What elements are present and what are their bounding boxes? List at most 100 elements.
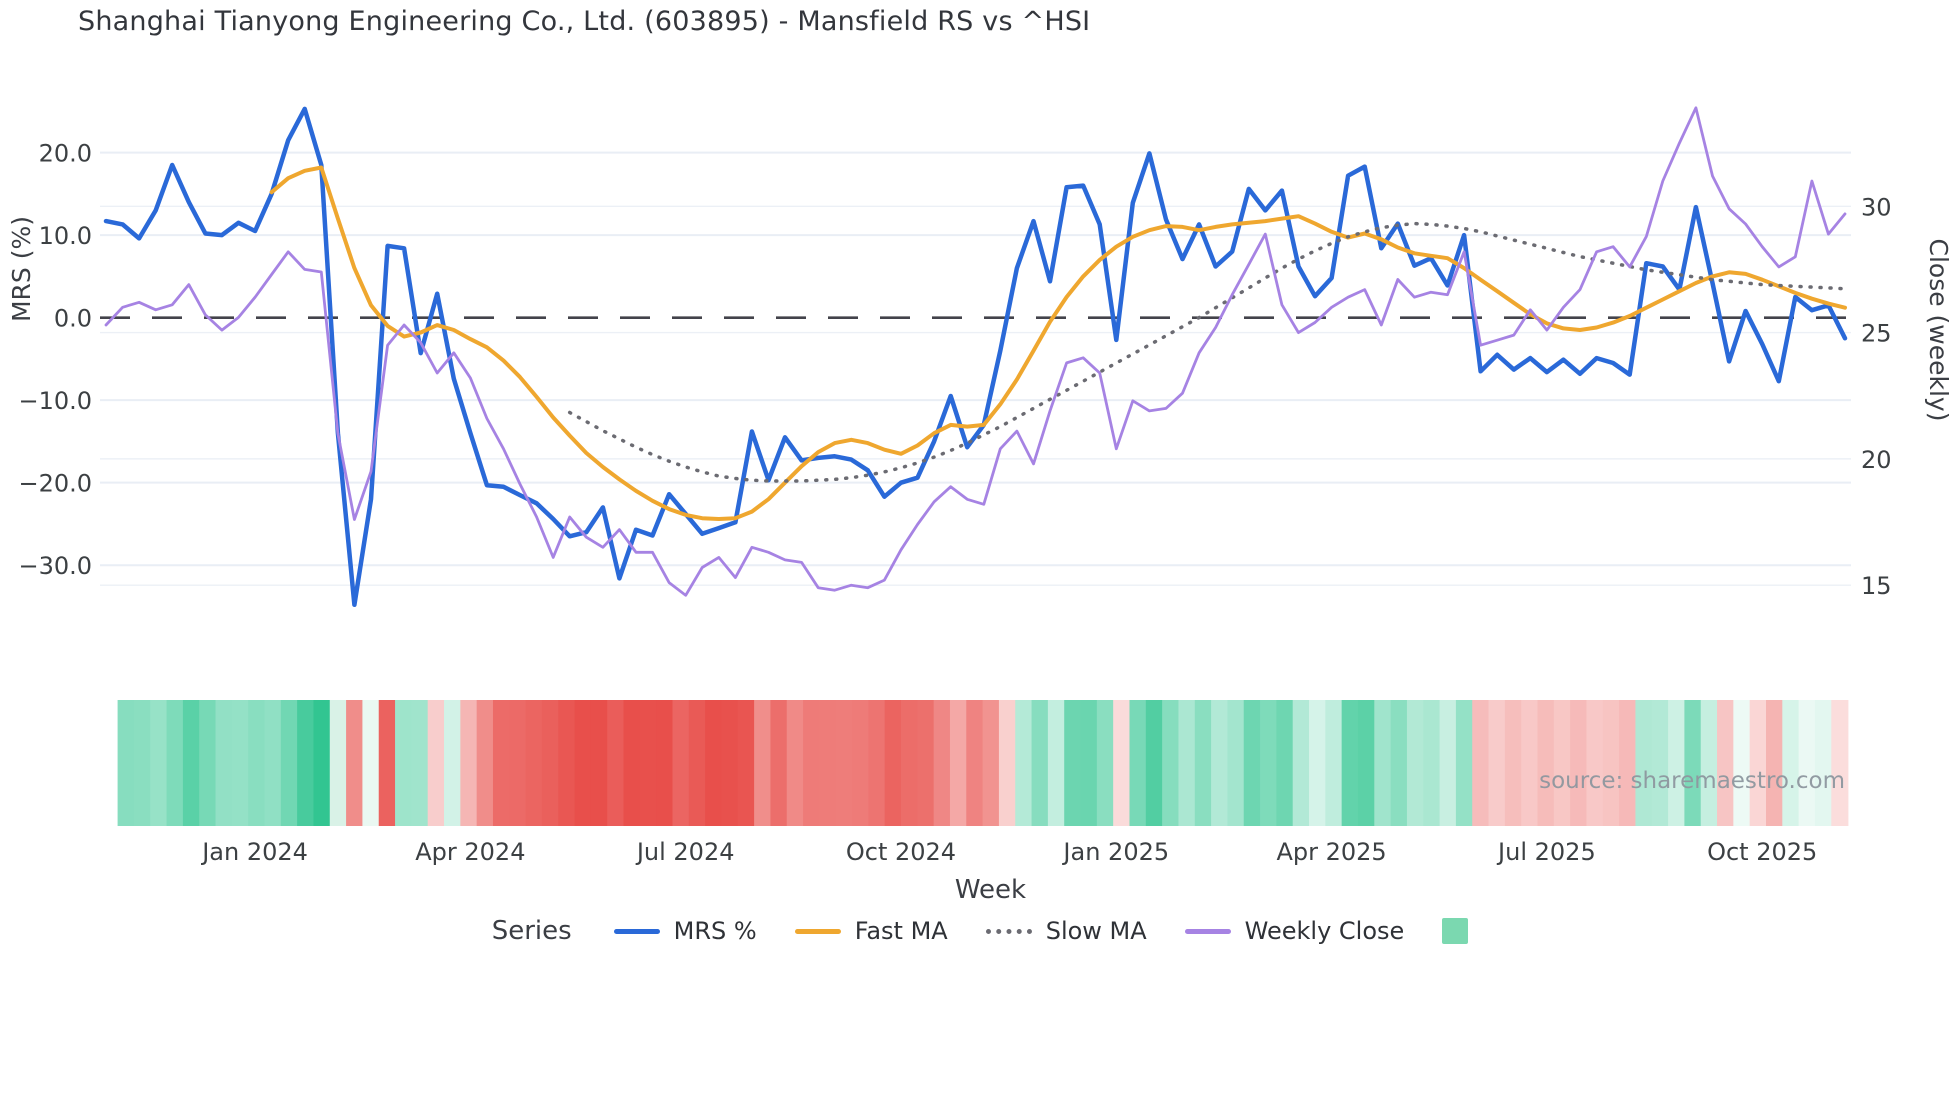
heatmap-cell bbox=[509, 700, 527, 826]
heatmap-cell bbox=[1194, 700, 1212, 826]
heatmap-cell bbox=[1096, 700, 1114, 826]
heatmap-cell bbox=[264, 700, 282, 826]
legend-item-label: MRS % bbox=[673, 917, 757, 945]
heatmap-cell bbox=[1619, 700, 1637, 826]
heatmap-cell bbox=[1521, 700, 1539, 826]
heatmap-cell bbox=[541, 700, 560, 826]
heatmap-cell bbox=[803, 700, 821, 826]
x-tick-label: Jul 2024 bbox=[635, 838, 735, 866]
x-tick-label: Oct 2024 bbox=[846, 838, 956, 866]
y-right-tick-label: 15 bbox=[1861, 572, 1892, 600]
heatmap-cell bbox=[1570, 700, 1588, 826]
heatmap-cell bbox=[1455, 700, 1474, 826]
heatmap-cell bbox=[1831, 700, 1849, 826]
heatmap-cell bbox=[492, 700, 511, 826]
heatmap-cell bbox=[1047, 700, 1066, 826]
legend-item-label: Fast MA bbox=[854, 917, 948, 945]
heatmap-cell bbox=[1341, 700, 1359, 826]
dotted-line-swatch-icon bbox=[985, 928, 1032, 934]
heatmap-cell bbox=[1537, 700, 1555, 826]
heatmap-cell bbox=[280, 700, 298, 826]
heatmap-cell bbox=[1064, 700, 1082, 826]
x-tick-label: Oct 2025 bbox=[1707, 838, 1817, 866]
heatmap-cell bbox=[1488, 700, 1506, 826]
heatmap-cell bbox=[1178, 700, 1196, 826]
heatmap-cell bbox=[297, 700, 315, 826]
heatmap-cell bbox=[574, 700, 592, 826]
heatmap-cell bbox=[917, 700, 935, 826]
heatmap-cell bbox=[852, 700, 870, 826]
heatmap-cell bbox=[1260, 700, 1278, 826]
heatmap-swatch-icon bbox=[1442, 918, 1469, 944]
heatmap-cell bbox=[378, 700, 396, 826]
y-left-tick-label: 20.0 bbox=[39, 140, 92, 168]
heatmap-cell bbox=[1717, 700, 1735, 826]
y-right-tick-label: 20 bbox=[1861, 446, 1892, 474]
heatmap-cell bbox=[117, 700, 135, 826]
heatmap-cell bbox=[1080, 700, 1098, 826]
heatmap-cell bbox=[411, 700, 429, 826]
heatmap-cell bbox=[362, 700, 380, 826]
heatmap-cell bbox=[688, 700, 706, 826]
heatmap-cell bbox=[1733, 700, 1751, 826]
heatmap-cell bbox=[427, 700, 445, 826]
legend-item-mrs-: MRS % bbox=[613, 917, 757, 945]
heatmap-cell bbox=[1586, 700, 1604, 826]
heatmap-cell bbox=[166, 700, 184, 826]
heatmap-cell bbox=[1374, 700, 1392, 826]
heatmap-cell bbox=[1309, 700, 1327, 826]
heatmap-cell bbox=[395, 700, 413, 826]
heatmap-cell bbox=[868, 700, 886, 826]
series-line-slow-ma bbox=[567, 221, 1847, 483]
heatmap-cell bbox=[346, 700, 364, 826]
heatmap-cell bbox=[982, 700, 1000, 826]
legend-item-label: Slow MA bbox=[1045, 917, 1147, 945]
heatmap-cell bbox=[1357, 700, 1376, 826]
heatmap-cell bbox=[590, 700, 609, 826]
heatmap-cell bbox=[966, 700, 984, 826]
heatmap-cell bbox=[1162, 700, 1180, 826]
heatmap-cell bbox=[1472, 700, 1490, 826]
heatmap-cell bbox=[248, 700, 266, 826]
line-swatch-icon bbox=[794, 928, 841, 934]
heatmap-cell bbox=[656, 700, 674, 826]
heatmap-cell bbox=[1243, 700, 1261, 826]
heatmap-cell bbox=[607, 700, 625, 826]
line-swatch-icon bbox=[1184, 928, 1231, 934]
line-swatch-icon bbox=[613, 928, 660, 934]
legend-item-weekly-close: Weekly Close bbox=[1184, 917, 1405, 945]
legend-item-slow-ma: Slow MA bbox=[985, 917, 1147, 945]
heatmap-cell bbox=[1015, 700, 1033, 826]
legend: Series MRS % Fast MA Slow MA Weekly Close bbox=[0, 916, 1960, 946]
heatmap-cell bbox=[1276, 700, 1294, 826]
heatmap-cell bbox=[786, 700, 804, 826]
heatmap-cell bbox=[1292, 700, 1310, 826]
heatmap-cell bbox=[1129, 700, 1147, 826]
heatmap-cell bbox=[1145, 700, 1163, 826]
heatmap-cell bbox=[1553, 700, 1571, 826]
heatmap-cell bbox=[1814, 700, 1833, 826]
heatmap-cell bbox=[199, 700, 217, 826]
heatmap-cell bbox=[150, 700, 168, 826]
heatmap-cell bbox=[1782, 700, 1800, 826]
legend-item-label: Weekly Close bbox=[1244, 917, 1405, 945]
legend-item-fast-ma: Fast MA bbox=[794, 917, 948, 945]
heatmap-cell bbox=[1668, 700, 1686, 826]
heatmap-cell bbox=[933, 700, 951, 826]
heatmap-cell bbox=[215, 700, 233, 826]
heatmap-cell bbox=[639, 700, 657, 826]
heatmap-cell bbox=[998, 700, 1017, 826]
y-left-tick-label: 0.0 bbox=[54, 305, 92, 333]
y-left-axis-title: MRS (%) bbox=[7, 216, 36, 322]
heatmap-cell bbox=[329, 700, 347, 826]
heatmap-cell bbox=[525, 700, 543, 826]
chart-title: Shanghai Tianyong Engineering Co., Ltd. … bbox=[78, 6, 1091, 37]
heatmap-cell bbox=[1325, 700, 1343, 826]
series-line-fast-ma bbox=[269, 165, 1847, 521]
heatmap-cell bbox=[460, 700, 478, 826]
heatmap-cell bbox=[476, 700, 494, 826]
x-tick-label: Apr 2025 bbox=[1276, 838, 1386, 866]
x-tick-label: Apr 2024 bbox=[415, 838, 525, 866]
y-left-tick-label: −20.0 bbox=[18, 470, 92, 498]
